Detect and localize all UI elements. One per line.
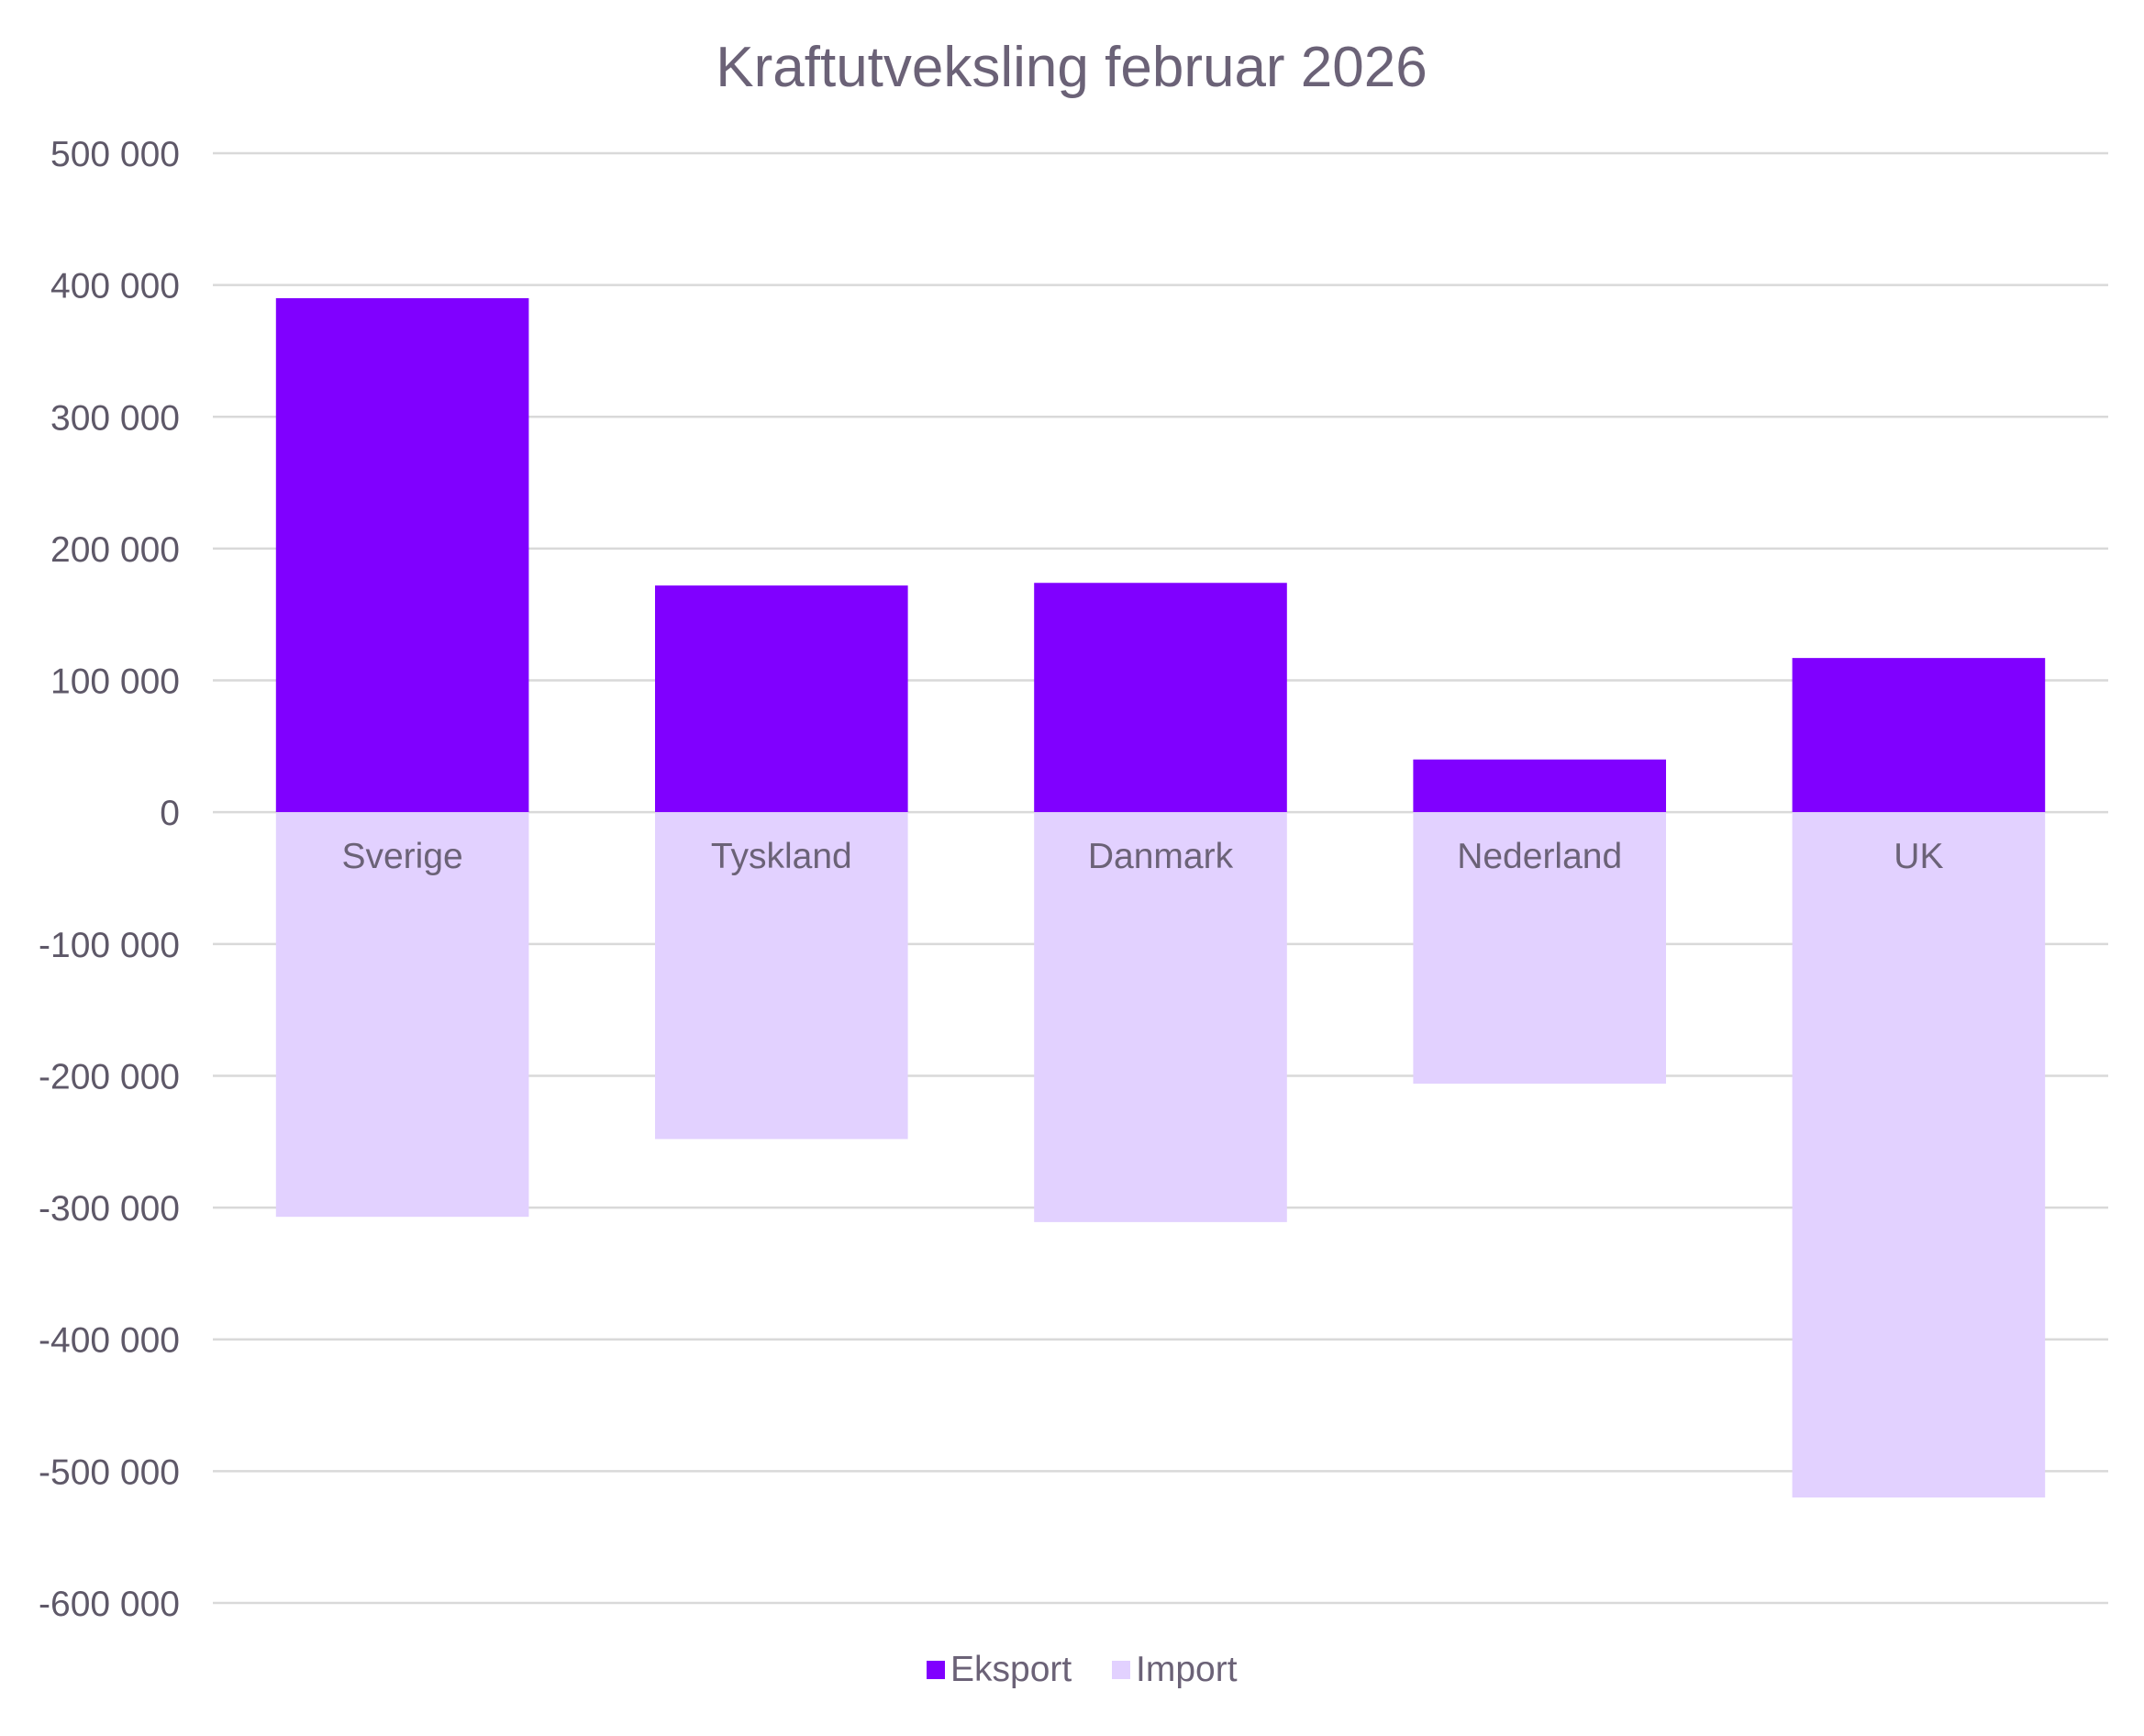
category-label: Danmark — [1088, 837, 1234, 876]
bar-import-danmark — [1034, 812, 1287, 1222]
bar-eksport-nederland — [1413, 759, 1667, 813]
y-tick-label: -300 000 — [39, 1189, 180, 1229]
bar-import-uk — [1792, 812, 2046, 1498]
y-tick-label: 400 000 — [50, 267, 180, 306]
legend-item-eksport: Eksport — [927, 1650, 1072, 1689]
y-tick-label: 0 — [160, 794, 180, 833]
category-label: Sverige — [341, 837, 462, 876]
legend-label: Import — [1136, 1650, 1238, 1689]
chart-title: Kraftutveksling februar 2026 — [716, 36, 1427, 99]
y-tick-label: 200 000 — [50, 530, 180, 570]
bar-eksport-sverige — [275, 298, 529, 813]
legend-swatch — [927, 1661, 945, 1679]
bars — [275, 298, 2046, 1498]
category-label: Tyskland — [711, 837, 852, 876]
legend: Eksport Import — [927, 1650, 1238, 1689]
y-tick-label: -100 000 — [39, 926, 180, 965]
bar-import-nederland — [1413, 812, 1667, 1085]
bar-eksport-uk — [1792, 658, 2046, 813]
y-tick-label: -400 000 — [39, 1321, 180, 1361]
bar-import-tyskland — [654, 812, 908, 1140]
y-tick-label: -600 000 — [39, 1585, 180, 1624]
bar-eksport-danmark — [1034, 583, 1287, 813]
y-axis-tick-labels: 500 000 400 000 300 000 200 000 100 000 0 -100… — [39, 135, 180, 1624]
legend-label: Eksport — [950, 1650, 1072, 1689]
y-tick-label: 300 000 — [50, 398, 180, 438]
category-labels: Sverige Tyskland Danmark Nederland UK — [341, 837, 1943, 876]
category-label: UK — [1894, 837, 1943, 876]
y-tick-label: 500 000 — [50, 135, 180, 174]
legend-item-import: Import — [1112, 1650, 1238, 1689]
y-tick-label: 100 000 — [50, 662, 180, 702]
y-tick-label: -200 000 — [39, 1057, 180, 1096]
category-label: Nederland — [1457, 837, 1622, 876]
legend-swatch — [1112, 1661, 1130, 1679]
y-tick-label: -500 000 — [39, 1452, 180, 1492]
bar-import-sverige — [275, 812, 529, 1218]
bar-eksport-tyskland — [654, 585, 908, 813]
